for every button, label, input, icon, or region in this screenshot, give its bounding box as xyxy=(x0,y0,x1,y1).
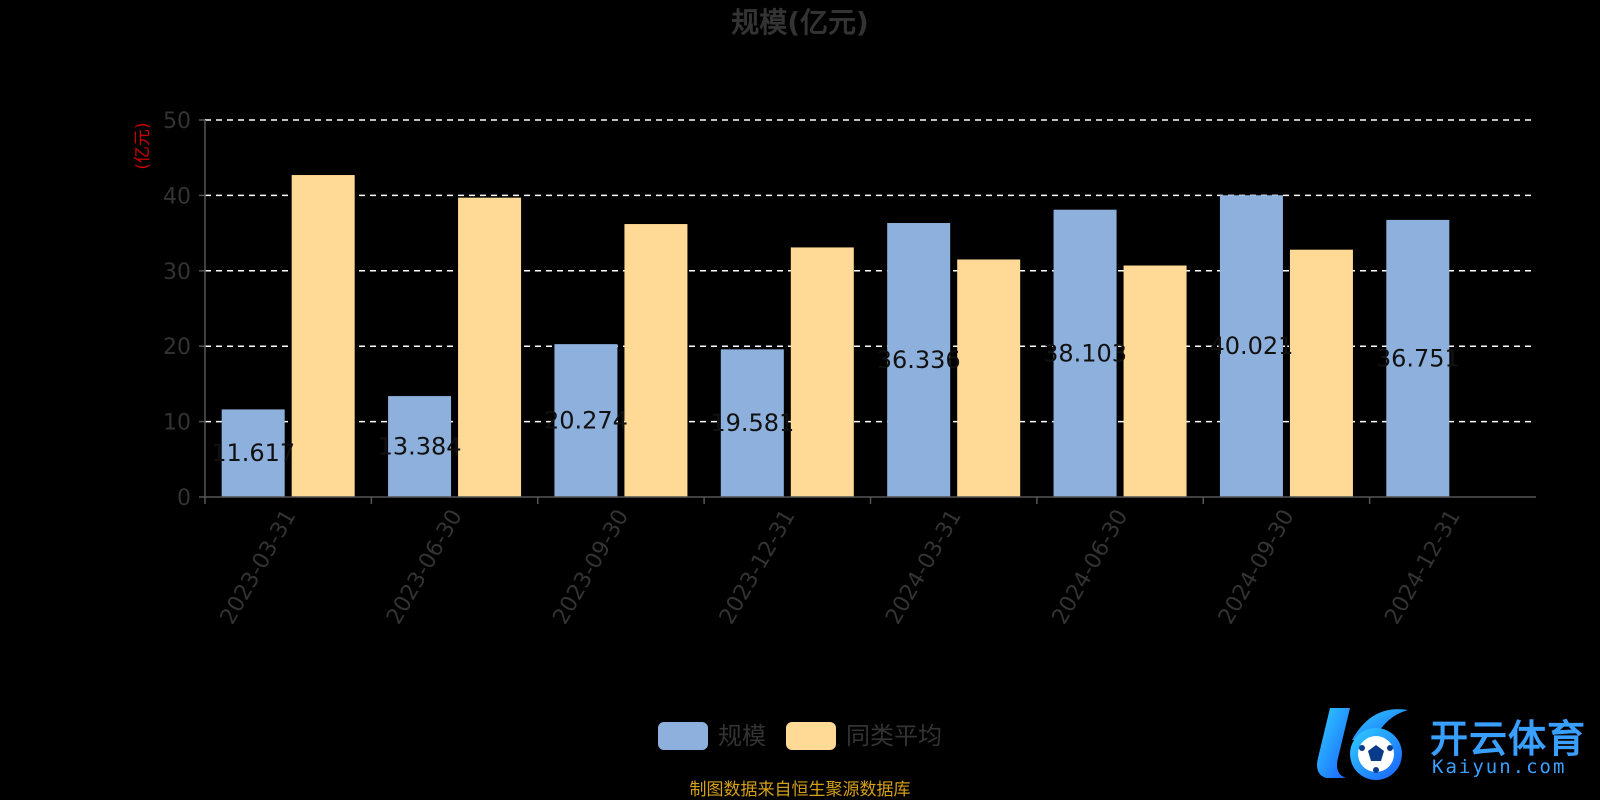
bar-peer-average[interactable] xyxy=(957,259,1021,497)
data-label: 20.274 xyxy=(544,407,628,435)
x-tick-label: 2023-06-30 xyxy=(382,506,468,629)
x-tick-label: 2024-06-30 xyxy=(1048,506,1134,629)
watermark-domain: Kaiyun.com xyxy=(1432,756,1567,778)
data-label: 19.581 xyxy=(710,409,794,437)
y-tick-label: 30 xyxy=(163,260,191,285)
x-tick-label: 2023-12-31 xyxy=(715,506,801,629)
soccer-ball-logo-icon xyxy=(1317,708,1408,780)
bar-scale[interactable] xyxy=(1386,219,1450,497)
x-tick-label: 2024-03-31 xyxy=(881,506,967,629)
data-label: 13.384 xyxy=(378,433,462,461)
data-label: 40.021 xyxy=(1209,332,1293,360)
legend-label[interactable]: 规模 xyxy=(718,722,766,750)
bar-scale[interactable] xyxy=(221,409,285,497)
data-source-note: 制图数据来自恒生聚源数据库 xyxy=(690,780,911,800)
legend-swatch[interactable] xyxy=(786,722,836,750)
data-label: 11.617 xyxy=(211,439,295,467)
bar-peer-average[interactable] xyxy=(624,224,688,497)
bar-peer-average[interactable] xyxy=(790,247,854,497)
y-tick-label: 0 xyxy=(177,486,191,511)
data-label: 36.751 xyxy=(1376,344,1460,372)
bar-scale[interactable] xyxy=(720,349,784,497)
data-label: 38.103 xyxy=(1043,339,1127,367)
bar-peer-average[interactable] xyxy=(1289,249,1353,497)
bar-peer-average[interactable] xyxy=(291,175,355,498)
y-tick-label: 20 xyxy=(163,335,191,360)
bar-peer-average[interactable] xyxy=(458,197,522,498)
x-tick-label: 2024-12-31 xyxy=(1380,506,1466,629)
y-tick-label: 40 xyxy=(163,184,191,209)
bar-peer-average[interactable] xyxy=(1123,265,1187,497)
bar-scale[interactable] xyxy=(1053,209,1117,498)
data-labels: 11.617 13.384 20.274 19.581 36.336 38.103 40.0… xyxy=(211,332,1460,467)
legend-label[interactable]: 同类平均 xyxy=(846,722,942,750)
x-tick-label: 2024-09-30 xyxy=(1214,506,1300,629)
legend[interactable]: 规模 同类平均 xyxy=(658,722,942,750)
watermark-logo: 开云体育 Kaiyun.com xyxy=(1312,700,1592,790)
x-tick-label: 2023-03-31 xyxy=(216,506,302,629)
y-axis-label: (亿元) xyxy=(133,122,153,169)
bars xyxy=(221,175,1450,498)
watermark-brand: 开云体育 xyxy=(1430,717,1587,761)
y-tick-label: 10 xyxy=(163,411,191,436)
x-tick-label: 2023-09-30 xyxy=(549,506,635,629)
y-tick-label: 50 xyxy=(163,109,191,134)
legend-swatch[interactable] xyxy=(658,722,708,750)
bar-scale[interactable] xyxy=(388,396,452,497)
bar-scale[interactable] xyxy=(554,344,618,497)
chart-title: 规模(亿元) xyxy=(731,6,869,39)
data-label: 36.336 xyxy=(877,346,961,374)
bar-scale[interactable] xyxy=(1219,195,1283,498)
bar-scale[interactable] xyxy=(887,223,951,498)
